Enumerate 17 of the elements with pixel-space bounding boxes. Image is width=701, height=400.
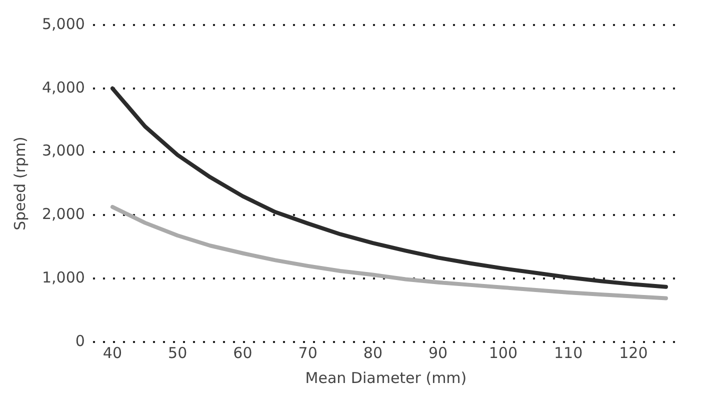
y-tick-label: 2,000 <box>42 205 85 224</box>
x-tick-label: 120 <box>619 344 648 362</box>
x-tick-label: 50 <box>168 344 188 362</box>
y-tick-label: 4,000 <box>42 78 85 96</box>
x-tick-label: 70 <box>298 344 318 362</box>
x-tick-label: 100 <box>488 344 518 362</box>
y-tick-label: 3,000 <box>42 142 85 160</box>
y-tick-label: 1,000 <box>42 268 85 286</box>
x-tick-label: 60 <box>233 344 252 362</box>
x-tick-label: 90 <box>428 344 448 362</box>
x-axis-title: Mean Diameter (mm) <box>305 368 467 387</box>
x-tick-label: 40 <box>102 344 122 362</box>
y-axis-title: Speed (rpm) <box>10 136 29 230</box>
x-tick-label: 80 <box>363 344 382 362</box>
x-tick-label: 110 <box>554 344 583 362</box>
y-tick-label: 5,000 <box>42 14 85 33</box>
y-tick-label: 0 <box>75 332 85 350</box>
